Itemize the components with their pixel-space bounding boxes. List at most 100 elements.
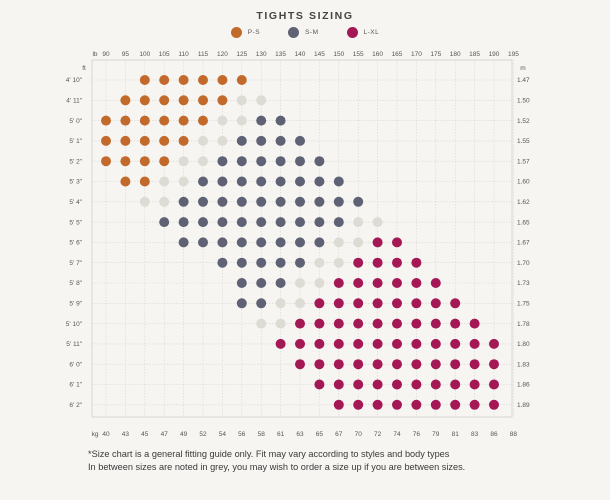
dot-l-xl — [450, 399, 461, 410]
dot-l-xl — [469, 318, 480, 329]
left-axis-tick-label: 5' 3" — [69, 179, 82, 186]
right-axis-tick-label: 1.50 — [517, 98, 530, 105]
dot-p-s — [139, 176, 150, 187]
dot-s-m — [314, 156, 325, 167]
dot-s-m — [178, 237, 189, 248]
dot-l-xl — [411, 257, 422, 268]
legend-swatch-p-s — [230, 27, 242, 38]
bottom-axis-tick-label: 63 — [296, 431, 304, 438]
left-axis-tick-label: 5' 8" — [69, 280, 82, 287]
dot-l-xl — [411, 278, 422, 288]
dot-in-between — [275, 298, 286, 309]
dot-p-s — [178, 135, 189, 146]
dot-l-xl — [392, 359, 402, 370]
left-axis-tick-label: 6' 0" — [69, 361, 82, 368]
dot-l-xl — [333, 399, 344, 410]
legend-label-l-xl: L-XL — [363, 29, 380, 36]
dot-s-m — [333, 176, 344, 187]
dot-l-xl — [450, 298, 461, 309]
dot-s-m — [275, 237, 286, 248]
left-axis-tick-label: 5' 10" — [66, 321, 83, 328]
right-axis-unit: m — [520, 65, 525, 72]
dot-l-xl — [411, 298, 422, 309]
bottom-axis-tick-label: 74 — [393, 431, 401, 438]
bottom-axis-tick-label: 86 — [490, 431, 498, 438]
bottom-axis-tick-label: 67 — [335, 431, 343, 438]
dot-l-xl — [411, 318, 422, 329]
dot-s-m — [217, 257, 228, 268]
dot-l-xl — [372, 257, 383, 268]
left-axis-tick-label: 5' 11" — [66, 341, 82, 348]
dot-s-m — [256, 257, 267, 268]
dot-l-xl — [353, 359, 364, 370]
footnote-line-2: In between sizes are noted in grey, you … — [88, 462, 466, 472]
dot-l-xl — [353, 298, 364, 309]
right-axis-tick-label: 1.62 — [517, 199, 530, 206]
dot-p-s — [217, 95, 228, 106]
dot-s-m — [236, 257, 247, 268]
right-axis-tick-label: 1.67 — [517, 240, 530, 247]
top-axis-tick-label: 160 — [372, 51, 383, 58]
dot-in-between — [236, 115, 247, 126]
dot-l-xl — [295, 359, 305, 370]
left-axis-tick-label: 5' 0" — [69, 118, 82, 125]
dot-l-xl — [392, 379, 402, 390]
dot-l-xl — [275, 338, 286, 349]
top-axis-tick-label: 130 — [256, 51, 267, 58]
legend-item-p-s: P-S — [230, 27, 260, 38]
dot-in-between — [275, 318, 286, 329]
dot-p-s — [198, 115, 208, 126]
dot-l-xl — [430, 298, 441, 309]
right-axis-tick-label: 1.86 — [517, 382, 530, 389]
bottom-axis-tick-label: 45 — [141, 431, 149, 438]
dot-in-between — [198, 156, 208, 167]
dot-l-xl — [333, 379, 344, 390]
bottom-axis-tick-label: 79 — [432, 431, 440, 438]
dot-in-between — [333, 237, 344, 248]
bottom-axis-tick-label: 65 — [316, 431, 324, 438]
dot-l-xl — [295, 338, 305, 349]
top-axis-tick-label: 105 — [159, 51, 170, 58]
dot-p-s — [101, 115, 111, 126]
dot-l-xl — [489, 379, 499, 390]
top-axis-tick-label: 195 — [508, 51, 519, 58]
top-axis-tick-label: 125 — [236, 51, 247, 58]
dot-l-xl — [372, 237, 383, 248]
dot-s-m — [178, 196, 189, 207]
dot-in-between — [256, 95, 267, 106]
bottom-axis-tick-label: 56 — [238, 431, 246, 438]
legend-swatch-s-m — [288, 27, 300, 38]
dot-l-xl — [372, 298, 383, 309]
dot-s-m — [314, 176, 325, 187]
dot-s-m — [275, 135, 286, 146]
bottom-axis-tick-label: 61 — [277, 431, 285, 438]
dot-s-m — [217, 196, 228, 207]
dot-s-m — [275, 278, 286, 288]
dot-p-s — [236, 75, 247, 85]
dot-in-between — [314, 257, 325, 268]
legend-swatch-l-xl — [346, 27, 358, 38]
dot-s-m — [256, 156, 267, 167]
dot-p-s — [198, 95, 208, 106]
bottom-axis-tick-label: 70 — [355, 431, 363, 438]
top-axis-tick-label: 155 — [353, 51, 364, 58]
right-axis-tick-label: 1.73 — [517, 280, 530, 287]
dot-p-s — [217, 75, 228, 85]
dot-in-between — [178, 156, 189, 167]
right-axis-tick-label: 1.65 — [517, 219, 530, 226]
top-axis-tick-label: 180 — [450, 51, 461, 58]
dot-l-xl — [469, 359, 480, 370]
left-axis-tick-label: 6' 1" — [69, 382, 82, 389]
dot-s-m — [236, 298, 247, 309]
footnote-line-1: *Size chart is a general fitting guide o… — [88, 449, 450, 459]
dot-s-m — [295, 257, 305, 268]
dot-s-m — [295, 237, 305, 248]
dot-in-between — [139, 196, 150, 207]
dot-l-xl — [314, 298, 325, 309]
dot-l-xl — [372, 278, 383, 288]
dot-s-m — [295, 156, 305, 167]
dot-s-m — [198, 217, 208, 228]
dot-s-m — [314, 217, 325, 228]
dot-l-xl — [411, 359, 422, 370]
